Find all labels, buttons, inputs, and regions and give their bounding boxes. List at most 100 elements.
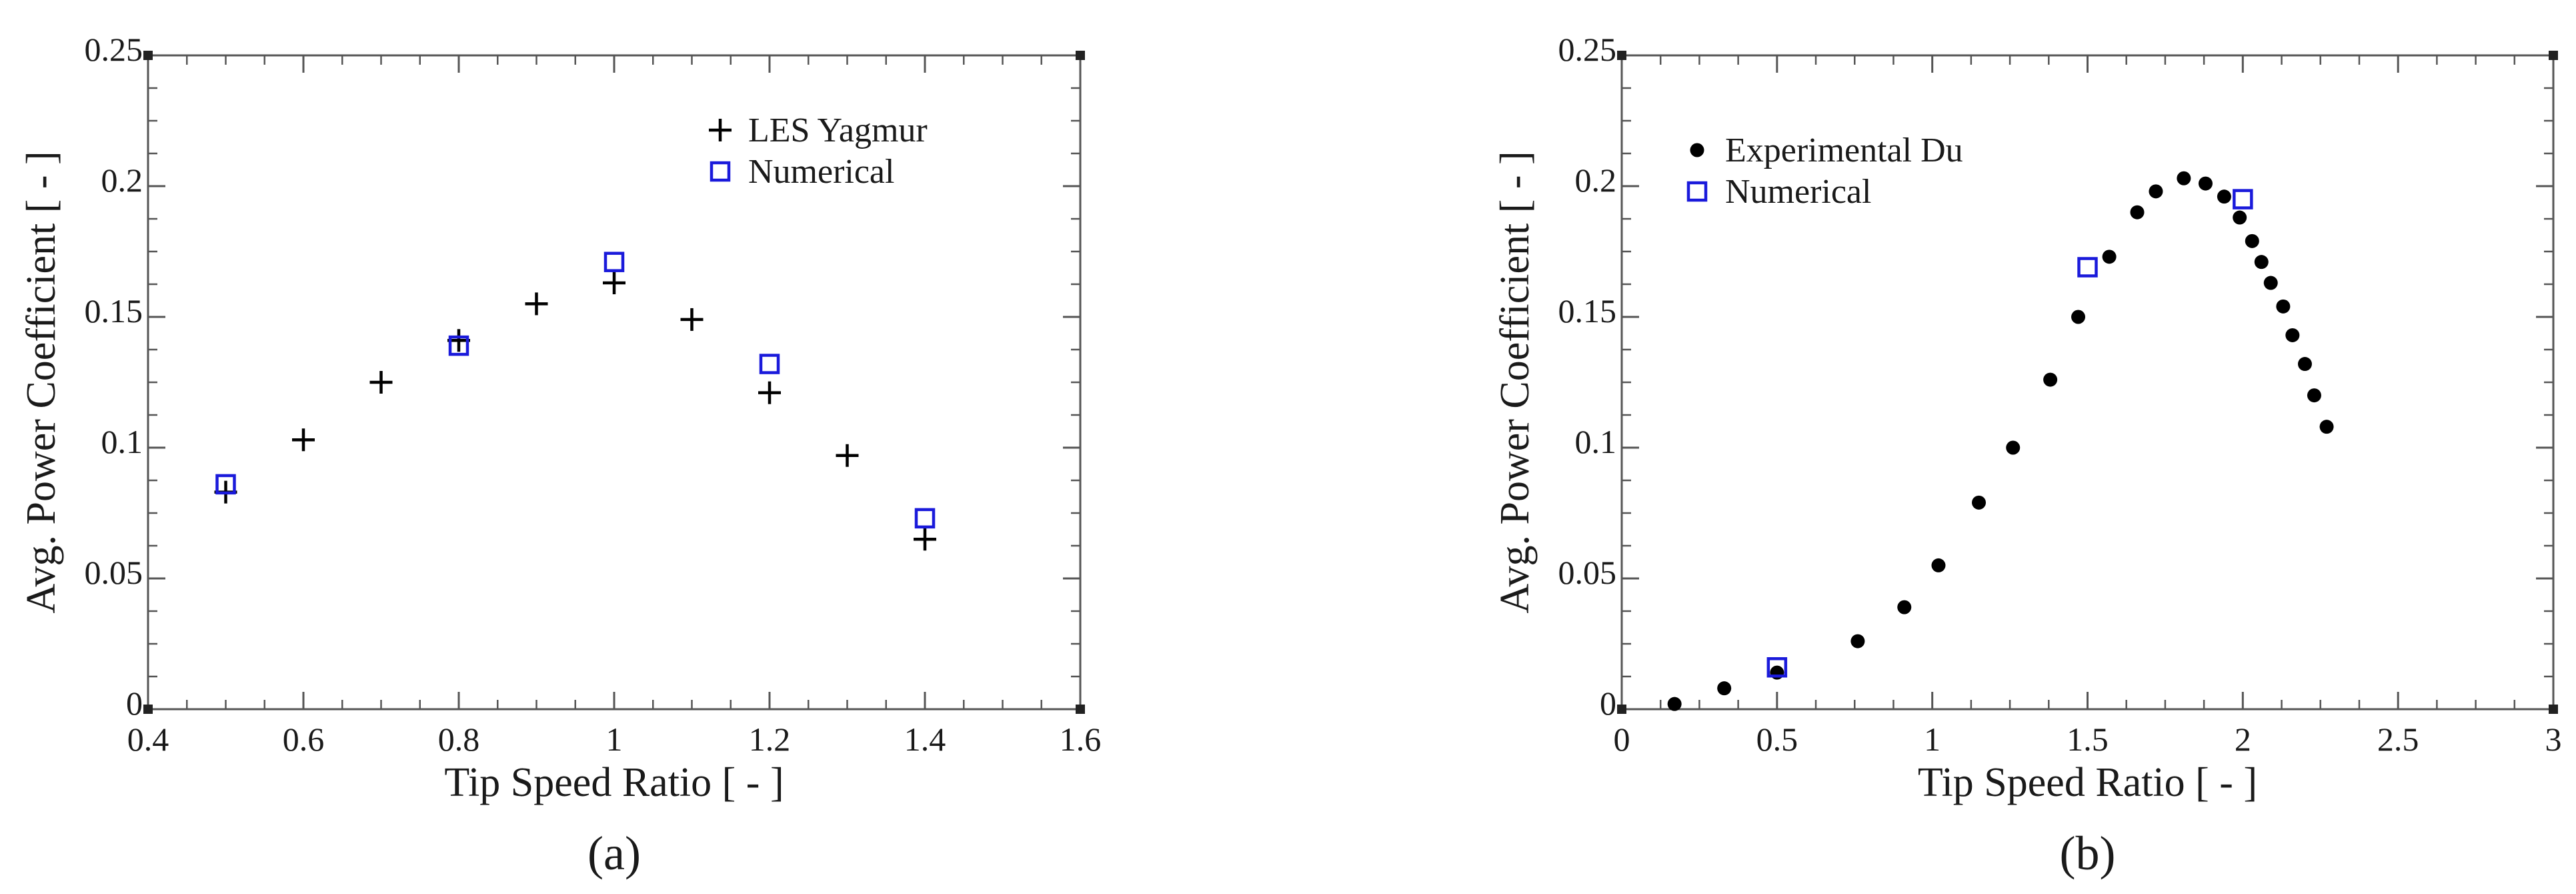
experimental-du-point-6 bbox=[1972, 495, 1987, 510]
y-tick-label: 0.05 bbox=[85, 554, 143, 591]
les-yagmur-point-8 bbox=[836, 444, 859, 467]
x-tick-label: 0.5 bbox=[1756, 721, 1798, 758]
x-tick-label: 0.8 bbox=[438, 721, 480, 758]
frame-corner bbox=[143, 51, 153, 60]
legend-les-yagmur-point-0 bbox=[709, 119, 732, 141]
experimental-du-point-7 bbox=[2006, 440, 2021, 455]
experimental-du-point-5 bbox=[1931, 558, 1946, 572]
frame-corner bbox=[1076, 51, 1085, 60]
experimental-du-point-0 bbox=[1667, 697, 1682, 711]
les-yagmur-point-9 bbox=[914, 528, 936, 551]
experimental-du-point-24 bbox=[2319, 420, 2334, 434]
les-yagmur-point-7 bbox=[758, 381, 781, 404]
x-axis-title: Tip Speed Ratio [ - ] bbox=[444, 760, 784, 805]
frame-corner bbox=[143, 705, 153, 714]
frame-corner bbox=[2549, 51, 2558, 60]
legend-numerical-point-0 bbox=[1686, 181, 1708, 202]
legend-experimental-du-point-0 bbox=[1690, 143, 1704, 157]
series-numerical bbox=[215, 252, 936, 529]
experimental-du-point-10 bbox=[2102, 250, 2117, 264]
x-tick-label: 2.5 bbox=[2377, 721, 2419, 758]
experimental-du-point-14 bbox=[2198, 176, 2213, 191]
numerical-point-1 bbox=[2077, 257, 2098, 278]
plot-frame bbox=[1620, 54, 2555, 711]
legend: LES Yagmur Numerical bbox=[709, 111, 928, 191]
experimental-du-point-3 bbox=[1850, 634, 1865, 648]
les-yagmur-point-4 bbox=[525, 292, 548, 316]
x-tick-label: 0.6 bbox=[283, 721, 325, 758]
legend-label: Numerical bbox=[748, 153, 894, 191]
legend-numerical-point-0 bbox=[710, 161, 731, 182]
chart-panel-a: 0.4 0.6 0.8 1 1.2 1.4 1.6 00.050.10.150.20.25 … bbox=[19, 31, 1101, 880]
panel-label: (b) bbox=[2060, 827, 2116, 880]
frame-corner bbox=[1076, 705, 1085, 714]
x-tick-label: 3 bbox=[2545, 721, 2562, 758]
x-tick-label: 0 bbox=[1614, 721, 1630, 758]
y-tick-label: 0 bbox=[126, 685, 143, 722]
data-marks bbox=[214, 252, 936, 551]
numerical-point-3 bbox=[759, 354, 780, 374]
chart-panel-b: 0 0.5 1 1.5 2 2.5 3 0 0.05 0.1 0.15 0.2 0.25 Experi… bbox=[1492, 31, 2562, 880]
x-tick-labels: 0 0.5 1 1.5 2 2.5 3 bbox=[1614, 721, 2562, 758]
x-tick-label: 2 bbox=[2235, 721, 2251, 758]
legend-label: Numerical bbox=[1725, 173, 1871, 211]
y-tick-labels: 0 0.05 0.1 0.15 0.2 0.25 bbox=[1558, 31, 1617, 722]
frame-corner-markers bbox=[143, 51, 1085, 714]
experimental-du-point-19 bbox=[2263, 276, 2278, 290]
panel-label: (a) bbox=[587, 827, 641, 880]
y-tick-label: 0.1 bbox=[1575, 423, 1617, 460]
x-tick-label: 1.6 bbox=[1060, 721, 1102, 758]
legend-item-numerical: Numerical bbox=[1686, 173, 1871, 211]
experimental-du-point-13 bbox=[2177, 171, 2191, 185]
experimental-du-point-1 bbox=[1717, 681, 1732, 696]
experimental-du-point-18 bbox=[2254, 255, 2269, 270]
axis-ticks bbox=[1620, 54, 2555, 711]
numerical-point-2 bbox=[603, 252, 625, 272]
y-tick-label: 0.1 bbox=[101, 423, 143, 460]
numerical-point-0 bbox=[1766, 657, 1788, 678]
experimental-du-point-8 bbox=[2043, 372, 2058, 387]
y-tick-label: 0.25 bbox=[85, 31, 143, 68]
plot-frame bbox=[147, 54, 1082, 711]
y-tick-labels: 0 0.05 0.1 0.15 0.2 0.25 bbox=[85, 31, 143, 722]
frame-corner bbox=[2549, 705, 2558, 714]
y-tick-label: 0.25 bbox=[1558, 31, 1617, 68]
legend-item-numerical: Numerical bbox=[710, 153, 894, 191]
numerical-point-2 bbox=[2233, 189, 2253, 209]
numerical-point-0 bbox=[215, 474, 236, 495]
frame-corner bbox=[1617, 51, 1626, 60]
experimental-du-point-20 bbox=[2276, 299, 2291, 314]
x-tick-labels: 0.4 0.6 0.8 1 1.2 1.4 1.6 bbox=[127, 721, 1102, 758]
experimental-du-point-17 bbox=[2245, 234, 2259, 248]
x-tick-label: 1.4 bbox=[904, 721, 946, 758]
experimental-du-point-11 bbox=[2130, 205, 2145, 219]
y-tick-label: 0.15 bbox=[1558, 292, 1617, 330]
experimental-du-point-15 bbox=[2217, 189, 2231, 204]
legend-item-les-yagmur: LES Yagmur bbox=[709, 111, 928, 149]
frame-corner bbox=[1617, 705, 1626, 714]
legend-item-experimental-du: Experimental Du bbox=[1690, 131, 1963, 169]
legend-label: Experimental Du bbox=[1725, 131, 1963, 169]
x-tick-label: 1 bbox=[1924, 721, 1941, 758]
les-yagmur-point-5 bbox=[603, 272, 625, 295]
experimental-du-point-4 bbox=[1897, 600, 1912, 614]
y-tick-label: 0.15 bbox=[85, 292, 143, 330]
y-tick-label: 0.05 bbox=[1558, 554, 1617, 591]
x-tick-label: 1 bbox=[606, 721, 623, 758]
experimental-du-point-22 bbox=[2297, 357, 2312, 372]
experimental-du-point-16 bbox=[2233, 210, 2247, 225]
experimental-du-point-21 bbox=[2285, 328, 2300, 342]
y-tick-label: 0 bbox=[1600, 685, 1616, 722]
data-marks bbox=[1667, 171, 2334, 711]
les-yagmur-point-1 bbox=[292, 428, 315, 452]
experimental-du-point-9 bbox=[2071, 310, 2086, 324]
numerical-point-1 bbox=[448, 335, 469, 356]
y-axis-title: Avg. Power Coefficient [ - ] bbox=[1492, 151, 1538, 613]
les-yagmur-point-6 bbox=[680, 308, 704, 331]
series-numerical bbox=[1766, 189, 2253, 678]
experimental-du-point-23 bbox=[2307, 388, 2321, 403]
legend-label: LES Yagmur bbox=[748, 111, 928, 149]
legend: Experimental Du Numerical bbox=[1686, 131, 1963, 211]
y-axis-title: Avg. Power Coefficient [ - ] bbox=[19, 151, 64, 613]
